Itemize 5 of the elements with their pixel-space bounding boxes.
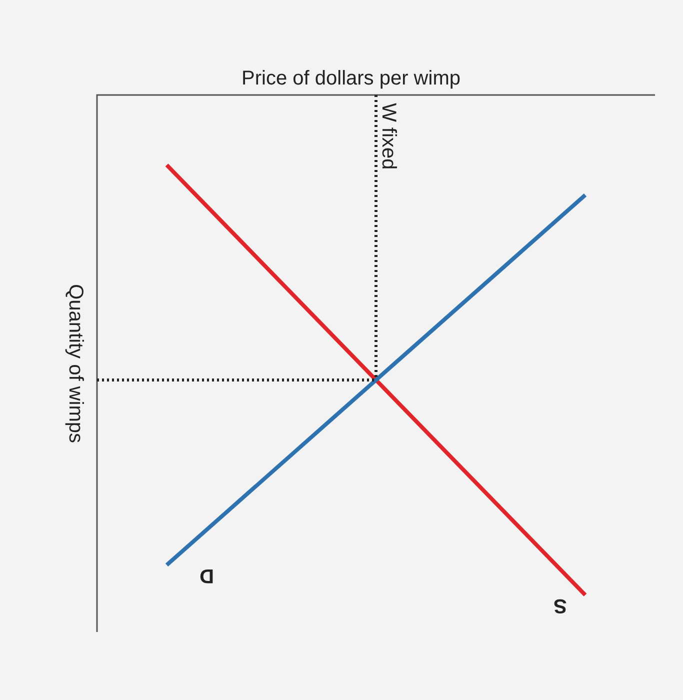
- series-label: D: [200, 564, 214, 586]
- series-label: S: [554, 594, 567, 616]
- chart-title: Price of dollars per wimp: [242, 68, 460, 90]
- annotation: W fixed: [377, 103, 400, 170]
- y-axis-title: Quantity of wimps: [64, 284, 86, 443]
